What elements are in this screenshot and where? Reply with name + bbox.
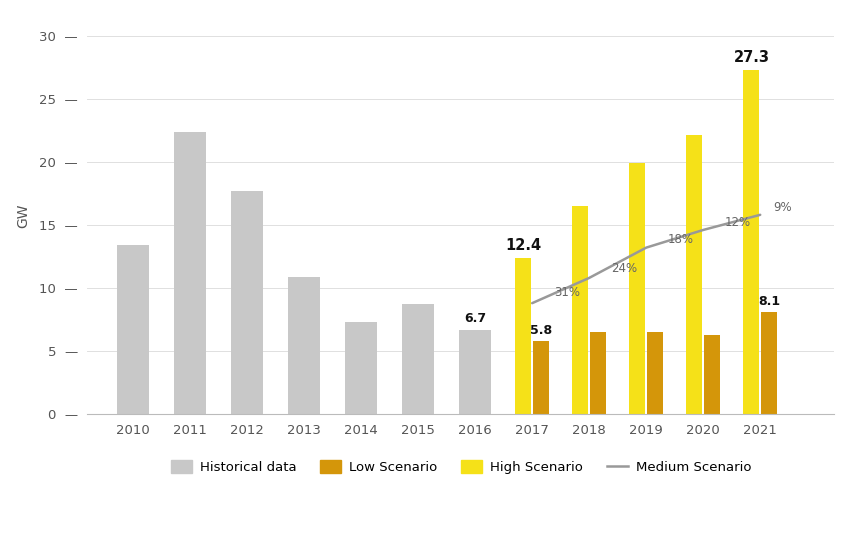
Bar bbox=[533, 341, 549, 414]
Text: 8.1: 8.1 bbox=[758, 295, 780, 307]
Bar bbox=[460, 330, 491, 414]
Bar bbox=[174, 131, 206, 414]
Bar bbox=[573, 206, 588, 414]
Text: 24%: 24% bbox=[611, 262, 637, 275]
Text: 12%: 12% bbox=[725, 216, 751, 229]
Text: 5.8: 5.8 bbox=[530, 324, 552, 337]
Text: 31%: 31% bbox=[554, 286, 580, 299]
Bar bbox=[744, 70, 759, 414]
Text: 9%: 9% bbox=[773, 200, 791, 213]
Bar bbox=[704, 334, 720, 414]
Bar bbox=[761, 312, 777, 414]
Bar bbox=[590, 332, 606, 414]
Text: 27.3: 27.3 bbox=[734, 50, 769, 65]
Bar bbox=[403, 305, 434, 414]
Bar bbox=[231, 191, 263, 414]
Text: 6.7: 6.7 bbox=[464, 312, 486, 325]
Legend: Historical data, Low Scenario, High Scenario, Medium Scenario: Historical data, Low Scenario, High Scen… bbox=[165, 455, 757, 479]
Bar bbox=[687, 135, 702, 414]
Bar bbox=[117, 245, 149, 414]
Y-axis label: GW: GW bbox=[17, 203, 31, 228]
Text: 12.4: 12.4 bbox=[505, 238, 541, 254]
Bar bbox=[516, 258, 531, 414]
Bar bbox=[647, 332, 663, 414]
Text: 18%: 18% bbox=[668, 233, 694, 246]
Bar bbox=[288, 277, 320, 414]
Bar bbox=[630, 163, 645, 414]
Bar bbox=[346, 322, 377, 414]
